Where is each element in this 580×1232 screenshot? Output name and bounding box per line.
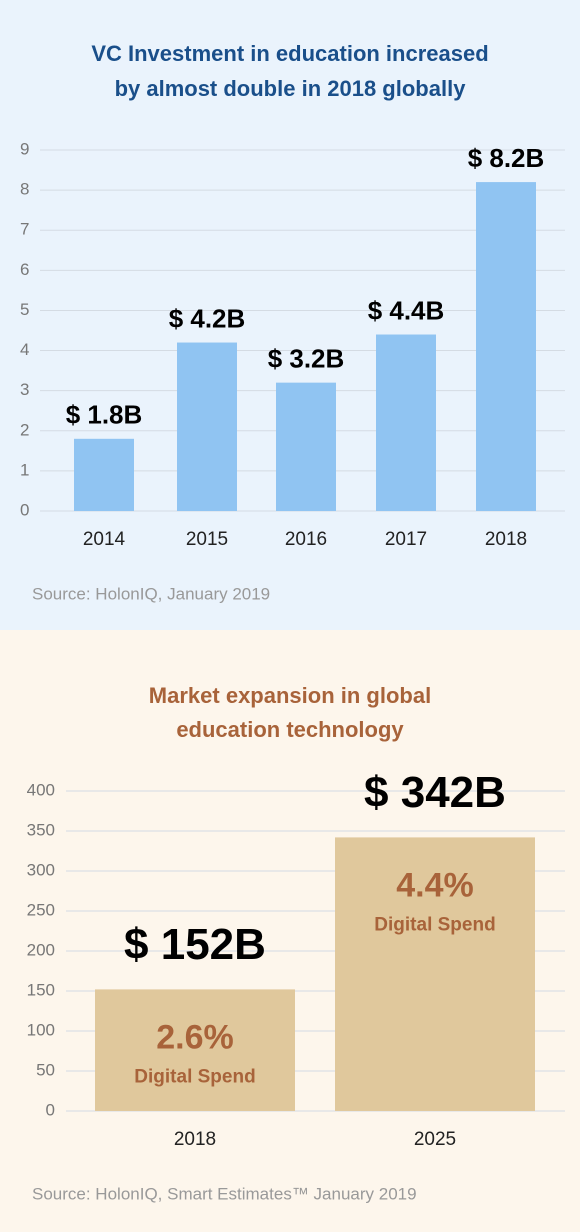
chart-title: VC Investment in education increased bbox=[91, 41, 488, 66]
value-label: $ 1.8B bbox=[66, 400, 143, 430]
y-tick-label: 0 bbox=[20, 500, 29, 519]
y-tick-label: 300 bbox=[27, 860, 55, 879]
bar bbox=[74, 438, 134, 511]
chart-title: by almost double in 2018 globally bbox=[115, 76, 467, 101]
y-tick-label: 9 bbox=[20, 139, 29, 158]
value-label: $ 3.2B bbox=[268, 344, 345, 374]
value-label: $ 4.4B bbox=[368, 295, 445, 325]
y-tick-label: 6 bbox=[20, 260, 29, 279]
source: Source: HolonIQ, January 2019 bbox=[32, 584, 270, 603]
bar bbox=[177, 342, 237, 511]
y-tick-label: 200 bbox=[27, 940, 55, 959]
share-label: 4.4% bbox=[396, 866, 474, 904]
share-caption: Digital Spend bbox=[134, 1066, 255, 1087]
y-tick-label: 2 bbox=[20, 420, 29, 439]
y-tick-label: 100 bbox=[27, 1020, 55, 1039]
x-tick-label: 2017 bbox=[385, 529, 427, 550]
share-caption: Digital Spend bbox=[374, 914, 495, 935]
bar bbox=[95, 989, 295, 1111]
x-tick-label: 2018 bbox=[174, 1129, 216, 1150]
y-tick-label: 4 bbox=[20, 340, 29, 359]
bar bbox=[476, 182, 536, 512]
y-tick-label: 250 bbox=[27, 900, 55, 919]
share-label: 2.6% bbox=[156, 1018, 234, 1056]
y-tick-label: 1 bbox=[20, 460, 29, 479]
value-label: $ 8.2B bbox=[468, 143, 545, 173]
y-tick-label: 400 bbox=[27, 780, 55, 799]
bar bbox=[335, 837, 535, 1111]
value-label: $ 152B bbox=[124, 920, 266, 969]
x-tick-label: 2025 bbox=[414, 1129, 456, 1150]
value-label: $ 4.2B bbox=[169, 303, 246, 333]
y-tick-label: 150 bbox=[27, 980, 55, 999]
bar bbox=[276, 382, 336, 511]
y-tick-label: 3 bbox=[20, 380, 29, 399]
chart-title: education technology bbox=[176, 717, 404, 742]
x-tick-label: 2016 bbox=[285, 529, 327, 550]
y-tick-label: 8 bbox=[20, 180, 29, 199]
x-tick-label: 2015 bbox=[186, 529, 228, 550]
y-tick-label: 50 bbox=[36, 1060, 55, 1079]
source: Source: HolonIQ, Smart Estimates™ Januar… bbox=[32, 1184, 417, 1203]
value-label: $ 342B bbox=[364, 768, 506, 817]
x-tick-label: 2018 bbox=[485, 529, 527, 550]
chart-title: Market expansion in global bbox=[149, 683, 431, 708]
y-tick-label: 350 bbox=[27, 820, 55, 839]
x-tick-label: 2014 bbox=[83, 529, 126, 550]
y-tick-label: 5 bbox=[20, 300, 29, 319]
y-tick-label: 7 bbox=[20, 220, 29, 239]
y-tick-label: 0 bbox=[46, 1100, 55, 1119]
bar bbox=[376, 334, 436, 511]
